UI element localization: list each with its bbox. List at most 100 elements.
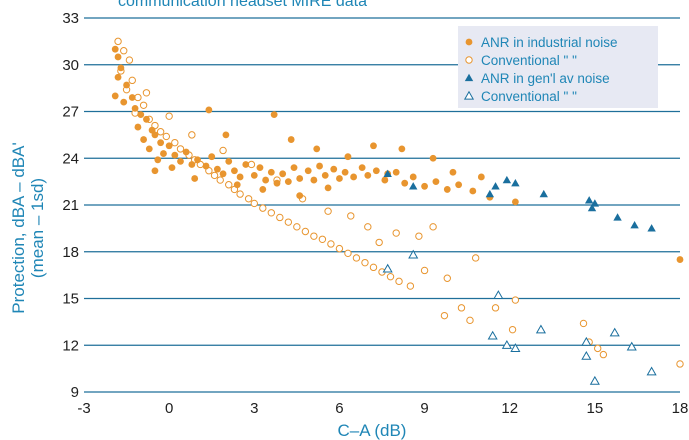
data-point-anr-general-aviation <box>647 224 656 232</box>
x-tick-label: 6 <box>335 400 343 417</box>
data-point-anr-general-aviation <box>587 203 597 212</box>
data-point-anr-general-aviation <box>613 213 622 221</box>
data-point-conventional-industrial <box>165 112 173 120</box>
data-point-anr-industrial <box>477 173 485 181</box>
data-point-conventional-industrial <box>335 244 344 253</box>
data-point-anr-industrial <box>165 142 173 150</box>
data-point-conventional-general-aviation <box>382 263 393 273</box>
data-point-conventional-industrial <box>176 145 185 153</box>
data-point-conventional-industrial <box>210 171 219 180</box>
data-point-anr-industrial <box>182 148 190 156</box>
data-point-conventional-industrial <box>392 229 400 237</box>
data-point-anr-general-aviation <box>539 189 548 198</box>
y-tick-label: 27 <box>62 104 79 121</box>
data-point-anr-industrial <box>316 162 323 170</box>
data-point-anr-industrial <box>114 53 122 61</box>
data-point-anr-industrial <box>455 181 463 189</box>
data-point-anr-general-aviation <box>511 178 520 187</box>
data-point-anr-industrial <box>111 92 119 100</box>
data-point-anr-industrial <box>236 173 244 181</box>
data-point-anr-industrial <box>296 192 304 200</box>
data-point-anr-industrial <box>160 150 167 157</box>
data-point-anr-general-aviation <box>630 221 639 229</box>
data-point-anr-industrial <box>429 154 437 162</box>
y-axis-label-line1: Protection, dBA – dBA' <box>9 142 28 313</box>
data-point-conventional-general-aviation <box>626 341 637 351</box>
data-point-anr-industrial <box>304 167 312 175</box>
data-point-conventional-industrial <box>508 325 517 334</box>
data-point-anr-general-aviation <box>491 182 500 190</box>
data-point-anr-industrial <box>273 179 281 187</box>
data-point-anr-industrial <box>381 176 389 184</box>
data-point-anr-industrial <box>188 161 196 168</box>
data-point-anr-industrial <box>191 175 199 182</box>
data-point-anr-industrial <box>321 171 329 179</box>
data-point-conventional-industrial <box>301 227 310 236</box>
data-point-anr-industrial <box>131 104 139 112</box>
data-point-anr-industrial <box>370 142 377 150</box>
data-point-anr-industrial <box>168 164 176 172</box>
data-point-anr-industrial <box>284 178 292 186</box>
y-axis-ticks: 9 12 15 18 21 24 27 30 33 <box>62 10 79 401</box>
data-point-conventional-industrial <box>375 238 383 247</box>
data-point-anr-industrial <box>443 186 451 193</box>
data-point-anr-industrial <box>194 156 201 164</box>
data-point-anr-industrial <box>140 136 148 143</box>
data-point-anr-industrial <box>401 179 409 187</box>
data-point-conventional-industrial <box>579 319 588 328</box>
data-point-anr-industrial <box>225 157 233 165</box>
data-point-anr-industrial <box>421 182 428 190</box>
data-point-anr-industrial <box>114 73 122 81</box>
data-point-anr-industrial <box>256 164 264 172</box>
data-point-conventional-industrial <box>171 138 179 147</box>
data-point-anr-industrial <box>350 173 358 181</box>
data-point-conventional-industrial <box>310 232 318 240</box>
data-point-conventional-industrial <box>361 258 369 267</box>
data-point-conventional-industrial <box>386 272 395 281</box>
data-point-conventional-industrial <box>188 131 196 139</box>
data-point-conventional-industrial <box>415 232 423 240</box>
data-point-anr-industrial <box>242 161 250 168</box>
data-point-anr-industrial <box>143 115 150 123</box>
data-point-conventional-industrial <box>457 304 466 312</box>
data-point-anr-industrial <box>250 171 258 179</box>
data-point-anr-industrial <box>290 164 298 172</box>
data-point-anr-general-aviation <box>590 199 600 207</box>
data-point-conventional-industrial <box>324 207 332 215</box>
x-tick-label: 18 <box>672 400 689 417</box>
data-point-conventional-industrial <box>511 296 520 304</box>
data-point-conventional-general-aviation <box>609 327 620 337</box>
x-tick-label: 9 <box>420 400 428 417</box>
data-point-anr-industrial <box>208 153 216 161</box>
data-point-conventional-industrial <box>128 76 136 85</box>
data-point-anr-industrial <box>145 145 153 153</box>
data-points <box>111 37 684 385</box>
y-tick-label: 15 <box>62 291 79 308</box>
data-point-conventional-industrial <box>466 316 474 325</box>
data-point-anr-industrial <box>469 187 477 195</box>
data-point-conventional-general-aviation <box>535 324 546 334</box>
data-point-anr-industrial <box>358 164 366 172</box>
data-point-conventional-general-aviation <box>493 290 504 300</box>
data-point-conventional-industrial <box>134 93 142 102</box>
data-point-anr-industrial <box>449 168 457 176</box>
data-point-anr-industrial <box>511 198 519 206</box>
data-point-anr-industrial <box>270 111 278 119</box>
data-point-conventional-industrial <box>244 195 253 203</box>
data-point-anr-industrial <box>233 181 241 189</box>
data-point-anr-industrial <box>154 156 162 164</box>
data-point-conventional-industrial <box>236 190 244 198</box>
data-point-conventional-industrial <box>247 160 256 169</box>
x-axis-label: C–A (dB) <box>338 421 407 440</box>
data-point-anr-industrial <box>205 106 213 114</box>
data-point-anr-industrial <box>120 98 128 106</box>
data-point-anr-industrial <box>267 168 275 176</box>
data-point-anr-industrial <box>222 131 230 139</box>
data-point-anr-industrial <box>392 168 400 176</box>
data-point-anr-industrial <box>117 64 125 72</box>
y-tick-label: 21 <box>62 197 79 214</box>
legend: ANR in industrial noise Conventional " " A… <box>458 26 658 108</box>
data-point-conventional-industrial <box>293 223 301 231</box>
data-point-anr-industrial <box>151 131 159 139</box>
data-point-conventional-general-aviation <box>408 249 419 259</box>
